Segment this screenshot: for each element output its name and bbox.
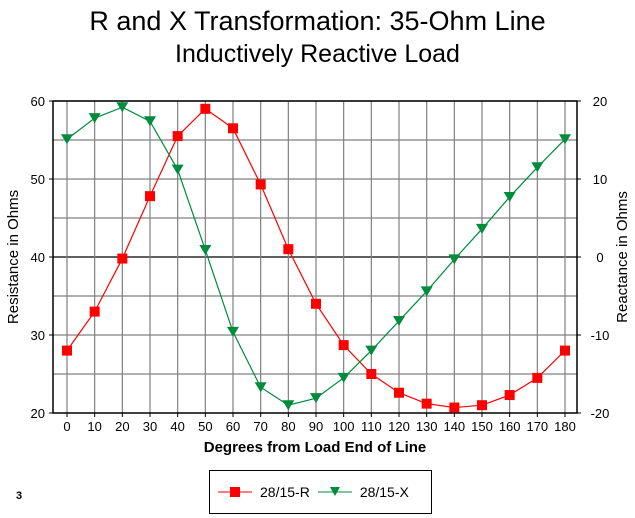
- legend-label-r: 28/15-R: [260, 484, 310, 500]
- data-point-r: [366, 369, 377, 379]
- y2-axis-label: Reactance in Ohms: [614, 191, 631, 323]
- y2-tick-label: 20: [593, 94, 607, 109]
- x-tick-label: 180: [554, 419, 576, 434]
- x-tick-label: 20: [115, 419, 129, 434]
- data-point-r: [311, 298, 321, 309]
- x-tick-label: 0: [63, 419, 70, 434]
- data-point-r: [532, 372, 543, 383]
- x-tick-label: 80: [281, 419, 295, 434]
- legend: 28/15-R 28/15-X: [209, 470, 432, 514]
- x-tick-label: 170: [526, 419, 548, 434]
- page-number: 3: [16, 490, 23, 502]
- y-tick-label: 50: [31, 172, 45, 187]
- y2-tick-label: -20: [591, 406, 610, 421]
- data-point-r: [283, 244, 294, 255]
- x-tick-label: 50: [198, 419, 212, 434]
- data-point-x: [393, 315, 405, 326]
- data-point-x: [365, 345, 378, 356]
- y-tick-label: 60: [31, 94, 45, 109]
- data-point-r: [89, 306, 100, 317]
- data-point-r: [560, 345, 570, 356]
- x-tick-label: 150: [471, 419, 493, 434]
- data-point-x: [420, 286, 433, 297]
- data-point-r: [338, 340, 349, 351]
- data-point-x: [171, 164, 184, 175]
- legend-item-r: 28/15-R: [218, 484, 310, 500]
- y-tick-label: 20: [31, 406, 45, 421]
- data-point-r: [200, 103, 211, 114]
- data-point-x: [144, 116, 156, 127]
- y2-tick-label: -10: [591, 328, 610, 343]
- data-point-r: [62, 345, 72, 356]
- x-tick-label: 100: [333, 419, 355, 434]
- data-point-x: [61, 134, 73, 145]
- data-point-r: [504, 390, 515, 401]
- data-point-r: [117, 253, 128, 264]
- data-point-x: [476, 223, 488, 234]
- y-tick-label: 40: [31, 250, 45, 265]
- x-tick-label: 90: [309, 419, 323, 434]
- x-tick-label: 160: [499, 419, 521, 434]
- data-point-r: [172, 131, 183, 142]
- data-point-x: [282, 400, 295, 411]
- legend-item-x: 28/15-X: [317, 484, 409, 500]
- y2-tick-label: 10: [593, 172, 607, 187]
- data-point-x: [337, 372, 350, 383]
- triangle-marker-icon: [317, 487, 352, 496]
- data-point-x: [310, 393, 322, 404]
- x-tick-label: 60: [226, 419, 240, 434]
- data-point-x: [199, 244, 212, 255]
- data-point-r: [477, 400, 487, 411]
- data-point-x: [88, 113, 101, 124]
- data-point-r: [421, 398, 432, 409]
- x-tick-label: 40: [170, 419, 184, 434]
- data-point-x: [116, 102, 129, 113]
- data-point-x: [448, 254, 461, 265]
- legend-label-x: 28/15-X: [359, 484, 409, 500]
- y2-tick-label: 0: [596, 250, 603, 265]
- chart-subtitle: Inductively Reactive Load: [175, 40, 460, 68]
- data-point-x: [531, 162, 544, 173]
- data-point-x: [254, 382, 267, 393]
- data-point-r: [228, 123, 238, 134]
- x-tick-label: 30: [143, 419, 157, 434]
- y-axis-label: Resistance in Ohms: [5, 190, 22, 324]
- data-point-r: [394, 387, 404, 398]
- data-point-x: [227, 326, 239, 337]
- data-point-r: [145, 191, 155, 202]
- data-point-x: [503, 191, 516, 202]
- x-tick-label: 110: [361, 419, 382, 434]
- y-tick-label: 30: [31, 328, 45, 343]
- data-point-r: [449, 402, 460, 413]
- x-tick-label: 130: [416, 419, 438, 434]
- data-point-r: [255, 179, 266, 190]
- x-tick-label: 10: [87, 419, 101, 434]
- square-marker-icon: [218, 487, 252, 497]
- chart-title: R and X Transformation: 35-Ohm Line: [89, 6, 546, 36]
- data-point-x: [559, 134, 571, 145]
- x-tick-label: 140: [443, 419, 465, 434]
- x-axis-label: Degrees from Load End of Line: [204, 439, 427, 456]
- x-tick-label: 70: [253, 419, 267, 434]
- x-tick-label: 120: [388, 419, 410, 434]
